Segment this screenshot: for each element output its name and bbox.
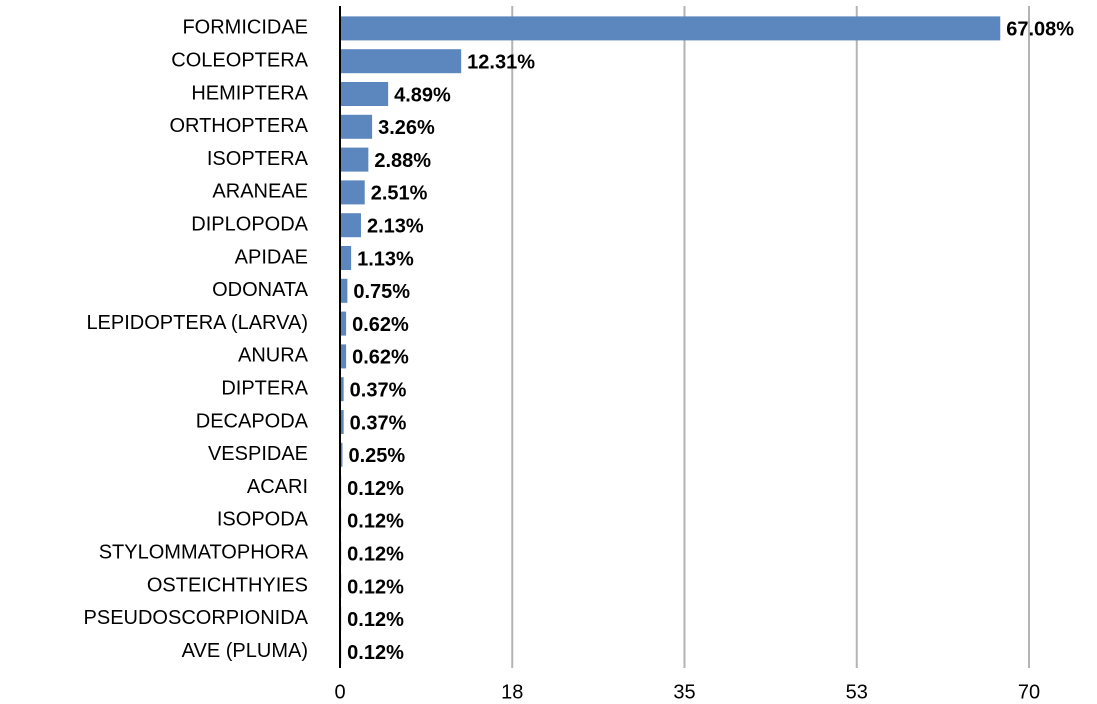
category-label: DIPLOPODA xyxy=(191,213,308,235)
value-label: 12.31% xyxy=(467,51,535,73)
value-label: 4.89% xyxy=(394,84,451,106)
bar xyxy=(340,82,389,106)
bar xyxy=(340,311,347,336)
value-label: 0.12% xyxy=(347,511,404,533)
category-label: FORMICIDAE xyxy=(182,17,308,39)
category-label: ORTHOPTERA xyxy=(169,115,308,137)
x-tick-label: 0 xyxy=(334,681,345,703)
category-label: DIPTERA xyxy=(221,377,308,399)
category-label: ISOPTERA xyxy=(207,148,309,170)
bar xyxy=(340,16,1001,41)
value-label: 0.12% xyxy=(347,642,404,664)
value-label: 0.62% xyxy=(352,314,409,336)
bar xyxy=(340,278,348,303)
bar xyxy=(340,344,347,369)
x-tick-label: 70 xyxy=(1018,681,1040,703)
value-label: 0.75% xyxy=(353,281,410,303)
category-label: COLEOPTERA xyxy=(171,49,308,71)
value-label: 1.13% xyxy=(357,248,414,270)
category-label: LEPIDOPTERA (LARVA) xyxy=(86,312,308,334)
value-label: 0.37% xyxy=(350,412,407,434)
bar xyxy=(340,410,344,434)
value-label: 2.13% xyxy=(367,215,424,237)
bar xyxy=(340,442,343,467)
category-label: ISOPODA xyxy=(217,509,309,531)
value-label: 3.26% xyxy=(378,117,435,139)
category-label: AVE (PLUMA) xyxy=(182,640,308,662)
value-label: 0.37% xyxy=(350,379,407,401)
value-label: 0.12% xyxy=(347,576,404,598)
value-label: 0.12% xyxy=(347,478,404,500)
bar xyxy=(340,114,373,139)
category-label: STYLOMMATOPHORA xyxy=(99,541,309,563)
x-tick-label: 18 xyxy=(501,681,523,703)
value-label: 2.88% xyxy=(374,150,431,172)
value-label: 0.12% xyxy=(347,543,404,565)
bar xyxy=(340,377,344,402)
x-tick-label: 35 xyxy=(673,681,695,703)
category-label: VESPIDAE xyxy=(208,443,308,465)
category-label: PSEUDOSCORPIONIDA xyxy=(84,607,309,629)
bar xyxy=(340,49,462,74)
bar xyxy=(340,246,352,270)
category-label: ARANEAE xyxy=(212,181,308,203)
category-label: ACARI xyxy=(247,476,308,498)
value-label: 0.25% xyxy=(348,445,405,467)
category-label: DECAPODA xyxy=(196,410,309,432)
category-label: HEMIPTERA xyxy=(191,82,308,104)
x-tick-label: 53 xyxy=(846,681,868,703)
value-label: 0.12% xyxy=(347,609,404,631)
value-label: 0.62% xyxy=(352,347,409,369)
category-label: APIDAE xyxy=(235,246,308,268)
value-label: 2.51% xyxy=(371,183,428,205)
category-label: ODONATA xyxy=(212,279,309,301)
bar xyxy=(340,213,361,238)
bar xyxy=(340,147,369,172)
category-label: ANURA xyxy=(238,345,309,367)
bar xyxy=(340,180,365,205)
value-label: 67.08% xyxy=(1006,19,1074,41)
category-label: OSTEICHTHYIES xyxy=(147,574,308,596)
